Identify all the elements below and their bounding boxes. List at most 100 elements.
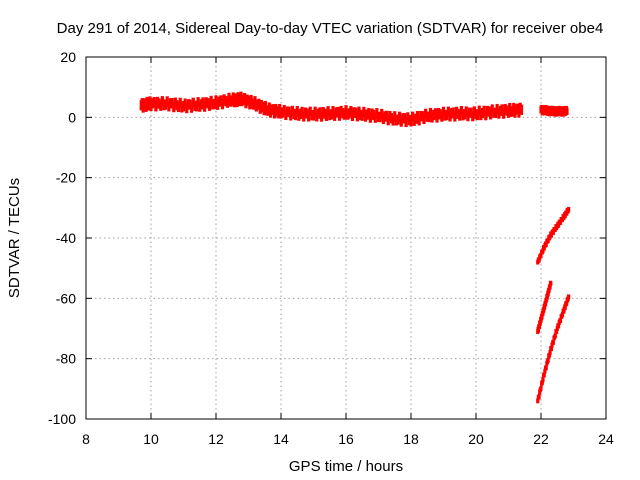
data-point bbox=[292, 108, 296, 120]
data-point bbox=[490, 104, 494, 115]
data-point bbox=[183, 98, 187, 109]
data-point bbox=[542, 245, 546, 251]
data-point bbox=[536, 327, 540, 333]
data-point bbox=[219, 95, 223, 106]
data-point bbox=[548, 283, 552, 289]
series-segment-2 bbox=[539, 104, 569, 117]
data-point bbox=[544, 297, 549, 303]
data-point bbox=[427, 111, 431, 123]
x-tick-label: 24 bbox=[598, 431, 614, 447]
x-tick-label: 12 bbox=[208, 431, 224, 447]
data-point bbox=[170, 98, 174, 109]
data-point bbox=[386, 115, 390, 126]
data-point bbox=[558, 318, 563, 323]
data-point bbox=[464, 106, 468, 117]
data-point bbox=[190, 102, 194, 113]
data-marks bbox=[139, 91, 571, 404]
data-point bbox=[316, 108, 320, 119]
data-point bbox=[542, 372, 546, 378]
data-point bbox=[313, 106, 317, 117]
y-tick-label: 20 bbox=[60, 49, 76, 65]
data-point bbox=[540, 314, 544, 320]
data-point bbox=[331, 106, 335, 117]
data-point bbox=[519, 104, 524, 115]
data-point bbox=[389, 113, 394, 124]
data-point bbox=[495, 103, 499, 115]
data-point bbox=[467, 107, 472, 118]
data-point bbox=[544, 365, 548, 371]
data-point bbox=[492, 107, 496, 118]
data-point bbox=[381, 113, 385, 125]
data-point bbox=[326, 106, 330, 117]
data-point bbox=[285, 106, 290, 117]
data-point bbox=[539, 253, 543, 259]
data-point bbox=[224, 95, 228, 107]
axis-ticks bbox=[85, 56, 607, 420]
data-point bbox=[537, 324, 541, 329]
data-point bbox=[323, 108, 327, 119]
data-point bbox=[287, 106, 291, 117]
data-point bbox=[422, 113, 426, 125]
grid-lines bbox=[86, 57, 606, 419]
data-point bbox=[454, 106, 459, 117]
series-segment-4 bbox=[536, 280, 553, 334]
data-point bbox=[541, 377, 545, 383]
data-point bbox=[334, 107, 338, 118]
data-point bbox=[438, 109, 442, 120]
data-point bbox=[547, 287, 551, 293]
data-point bbox=[206, 98, 210, 109]
data-point bbox=[456, 108, 460, 119]
data-point bbox=[217, 96, 221, 107]
data-point bbox=[329, 109, 333, 120]
data-point bbox=[430, 112, 434, 123]
data-point bbox=[404, 116, 408, 128]
data-point bbox=[294, 109, 298, 121]
data-point bbox=[347, 108, 351, 119]
data-point bbox=[396, 114, 400, 125]
data-point bbox=[417, 115, 421, 126]
data-point bbox=[433, 108, 437, 119]
data-point bbox=[565, 107, 569, 115]
data-point bbox=[385, 110, 389, 121]
data-point bbox=[437, 107, 441, 119]
data-point bbox=[440, 111, 444, 122]
data-point bbox=[363, 111, 368, 122]
data-point bbox=[181, 101, 186, 112]
data-point bbox=[549, 346, 553, 352]
data-point bbox=[207, 100, 212, 111]
series-segment-3 bbox=[536, 206, 571, 265]
data-point bbox=[315, 111, 319, 122]
data-point bbox=[551, 339, 555, 345]
data-point bbox=[546, 238, 550, 244]
y-tick-label: -60 bbox=[56, 290, 76, 306]
data-point bbox=[201, 97, 205, 108]
data-point bbox=[453, 111, 457, 122]
data-point bbox=[402, 113, 407, 124]
data-point bbox=[497, 108, 501, 119]
data-point bbox=[541, 248, 545, 254]
data-point bbox=[297, 110, 301, 121]
data-point bbox=[337, 110, 342, 121]
data-point bbox=[435, 112, 439, 123]
data-point bbox=[383, 111, 387, 122]
data-point bbox=[549, 280, 553, 286]
data-point bbox=[359, 109, 363, 120]
data-point bbox=[324, 110, 329, 121]
data-point bbox=[567, 206, 571, 212]
data-point bbox=[229, 96, 233, 107]
data-point bbox=[463, 109, 467, 120]
data-point bbox=[485, 105, 489, 117]
x-tick-label: 22 bbox=[533, 431, 549, 447]
data-point bbox=[539, 318, 543, 323]
data-point bbox=[177, 101, 181, 113]
data-point bbox=[539, 385, 543, 391]
data-point bbox=[220, 99, 225, 110]
data-point bbox=[461, 110, 465, 121]
data-point bbox=[211, 99, 215, 110]
data-point bbox=[542, 304, 547, 310]
data-point bbox=[443, 110, 447, 121]
data-point bbox=[357, 106, 361, 117]
x-tick-label: 20 bbox=[468, 431, 484, 447]
y-tick-label: 0 bbox=[68, 109, 76, 125]
